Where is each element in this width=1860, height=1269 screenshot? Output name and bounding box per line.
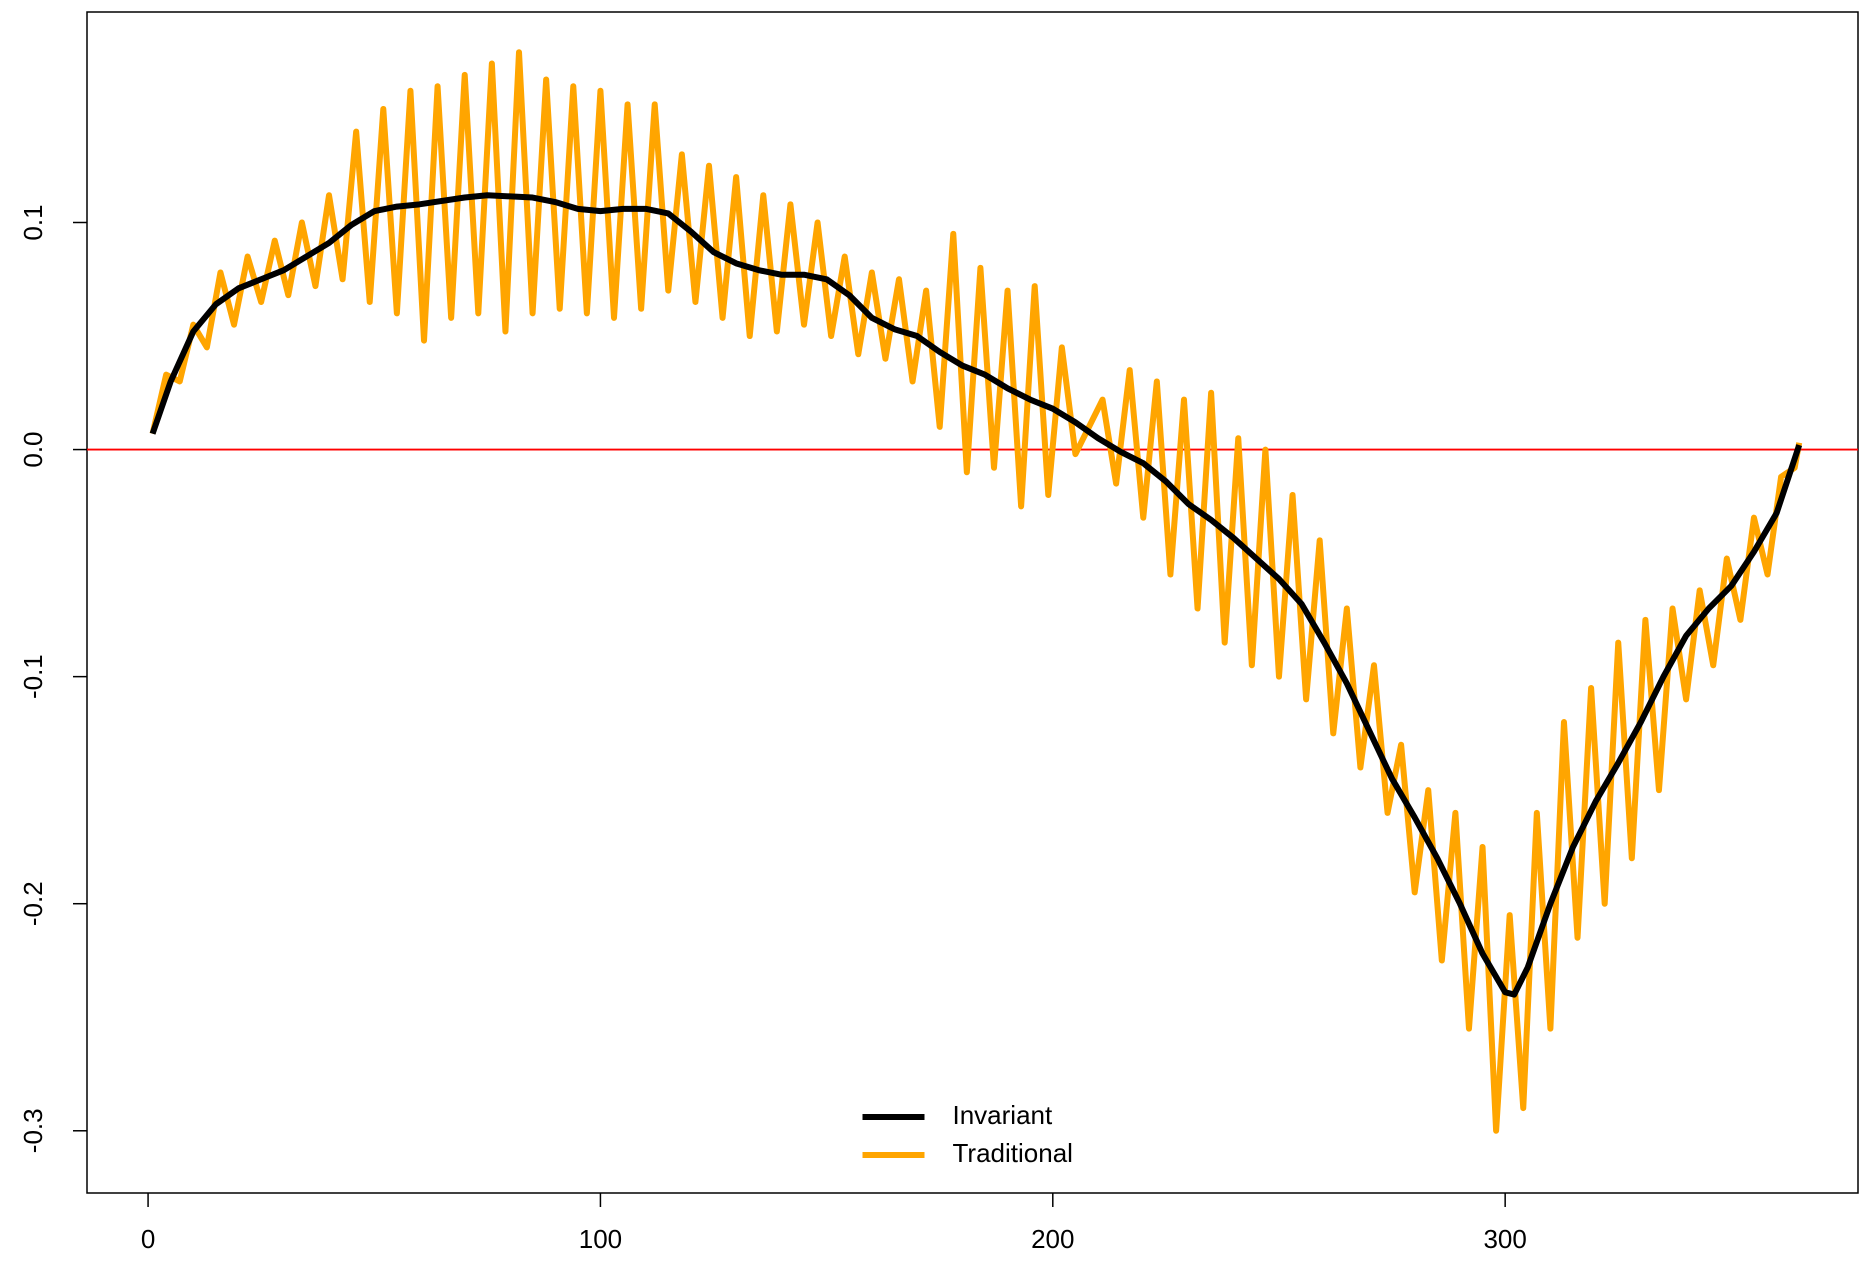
series-line xyxy=(149,192,1803,998)
legend-label: Traditional xyxy=(953,1138,1073,1168)
x-tick-label: 0 xyxy=(141,1224,155,1254)
plot-area xyxy=(87,49,1858,1134)
legend-label: Invariant xyxy=(953,1100,1053,1130)
x-tick-label: 200 xyxy=(1031,1224,1074,1254)
y-tick-label: -0.2 xyxy=(18,881,48,926)
y-tick-label: 0.1 xyxy=(18,204,48,240)
y-tick-label: 0.0 xyxy=(18,431,48,467)
y-tick-label: -0.1 xyxy=(18,654,48,699)
x-tick-label: 100 xyxy=(579,1224,622,1254)
y-tick-label: -0.3 xyxy=(18,1108,48,1153)
x-tick-label: 300 xyxy=(1483,1224,1526,1254)
plot-frame xyxy=(86,11,1859,1194)
series-line xyxy=(149,49,1803,1134)
